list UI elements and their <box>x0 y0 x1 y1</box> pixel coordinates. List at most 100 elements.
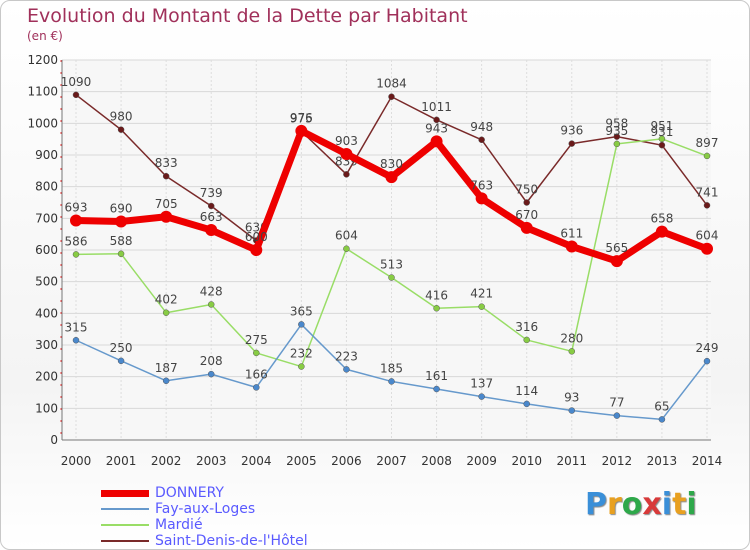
data-point <box>298 321 305 328</box>
y-tick-label: 600 <box>35 243 58 257</box>
y-tick-label: 0 <box>50 433 58 447</box>
legend-label: Saint-Denis-de-l'Hôtel <box>155 533 308 549</box>
data-label: 604 <box>696 229 719 243</box>
data-point <box>701 242 713 255</box>
data-label: 943 <box>425 121 448 135</box>
data-label: 315 <box>65 320 88 334</box>
data-label: 250 <box>110 341 133 355</box>
data-point <box>610 255 623 268</box>
y-tick-label: 100 <box>35 401 58 415</box>
legend-swatch <box>101 524 149 526</box>
x-tick-label: 2010 <box>511 454 542 468</box>
data-point <box>295 124 308 137</box>
logo-letter: o <box>621 487 643 522</box>
data-label: 208 <box>200 354 223 368</box>
x-tick-label: 2006 <box>331 454 362 468</box>
data-label: 280 <box>560 331 583 345</box>
data-label: 316 <box>515 320 538 334</box>
data-label: 428 <box>200 284 223 298</box>
legend-label: DONNERY <box>155 485 224 501</box>
data-label: 976 <box>290 111 313 125</box>
legend-item: DONNERY <box>101 485 308 501</box>
data-point <box>298 363 305 370</box>
data-point <box>388 93 395 100</box>
data-label: 565 <box>605 241 628 255</box>
data-point <box>658 135 666 143</box>
data-point <box>703 357 711 365</box>
data-point <box>478 136 485 144</box>
data-label: 830 <box>380 157 403 171</box>
data-point <box>343 171 350 178</box>
data-point <box>568 140 576 147</box>
data-label: 600 <box>245 230 268 244</box>
data-label: 166 <box>245 367 268 381</box>
data-point <box>162 377 170 385</box>
logo-letter: i <box>686 487 697 522</box>
logo-letter: r <box>607 487 622 522</box>
data-label: 161 <box>425 369 448 383</box>
x-tick-label: 2001 <box>106 454 137 468</box>
legend-label: Mardié <box>155 517 203 533</box>
data-point <box>205 224 218 237</box>
legend-item: Mardié <box>101 517 308 533</box>
y-tick-label: 800 <box>35 180 58 194</box>
data-point <box>475 192 488 205</box>
data-point <box>115 215 128 228</box>
data-label: 1011 <box>421 100 452 114</box>
x-tick-label: 2002 <box>151 454 182 468</box>
data-label: 763 <box>470 178 493 192</box>
logo-letter: t <box>672 487 687 522</box>
data-point <box>523 400 530 408</box>
y-tick-label: 900 <box>35 148 58 162</box>
data-point <box>430 135 443 148</box>
data-point <box>253 384 260 391</box>
logo-letter: x <box>642 487 662 522</box>
data-point <box>340 148 353 161</box>
y-tick-label: 1000 <box>27 116 58 130</box>
legend: DONNERY Fay-aux-Loges Mardié Saint-Denis-de… <box>101 485 308 549</box>
chart-unit: (en €) <box>27 29 63 43</box>
x-tick-label: 2004 <box>241 454 272 468</box>
data-label: 658 <box>650 212 673 226</box>
data-point <box>478 303 485 310</box>
data-point <box>207 301 215 308</box>
data-point <box>565 240 578 253</box>
data-point <box>385 171 398 184</box>
data-label: 604 <box>335 229 358 243</box>
x-tick-label: 2013 <box>647 454 678 468</box>
y-tick-label: 1200 <box>27 53 58 67</box>
data-point <box>117 357 125 365</box>
data-point <box>207 202 215 210</box>
legend-swatch <box>101 508 149 510</box>
x-tick-label: 2003 <box>196 454 227 468</box>
data-label: 421 <box>470 287 493 301</box>
data-point <box>117 126 125 133</box>
data-point <box>613 412 621 419</box>
data-label: 897 <box>696 136 719 150</box>
data-label: 833 <box>155 156 178 170</box>
data-label: 980 <box>110 110 133 124</box>
data-label: 65 <box>654 399 669 413</box>
legend-item: Saint-Denis-de-l'Hôtel <box>101 533 308 549</box>
data-label: 416 <box>425 288 448 302</box>
data-point <box>250 244 263 256</box>
x-tick-label: 2007 <box>376 454 407 468</box>
data-point <box>613 140 621 148</box>
data-point <box>160 210 173 223</box>
data-label: 935 <box>605 124 628 138</box>
y-tick-label: 1100 <box>27 85 58 99</box>
y-tick-label: 500 <box>35 275 58 289</box>
x-tick-label: 2014 <box>692 454 723 468</box>
data-label: 223 <box>335 349 358 363</box>
data-point <box>613 133 621 140</box>
data-label: 187 <box>155 361 178 375</box>
y-tick-label: 700 <box>35 211 58 225</box>
logo-letter: i <box>661 487 673 522</box>
data-point <box>523 199 530 206</box>
data-point <box>568 407 576 414</box>
data-label: 232 <box>290 347 313 361</box>
data-label: 958 <box>605 117 628 131</box>
data-point <box>343 245 350 252</box>
data-label: 948 <box>470 120 493 134</box>
